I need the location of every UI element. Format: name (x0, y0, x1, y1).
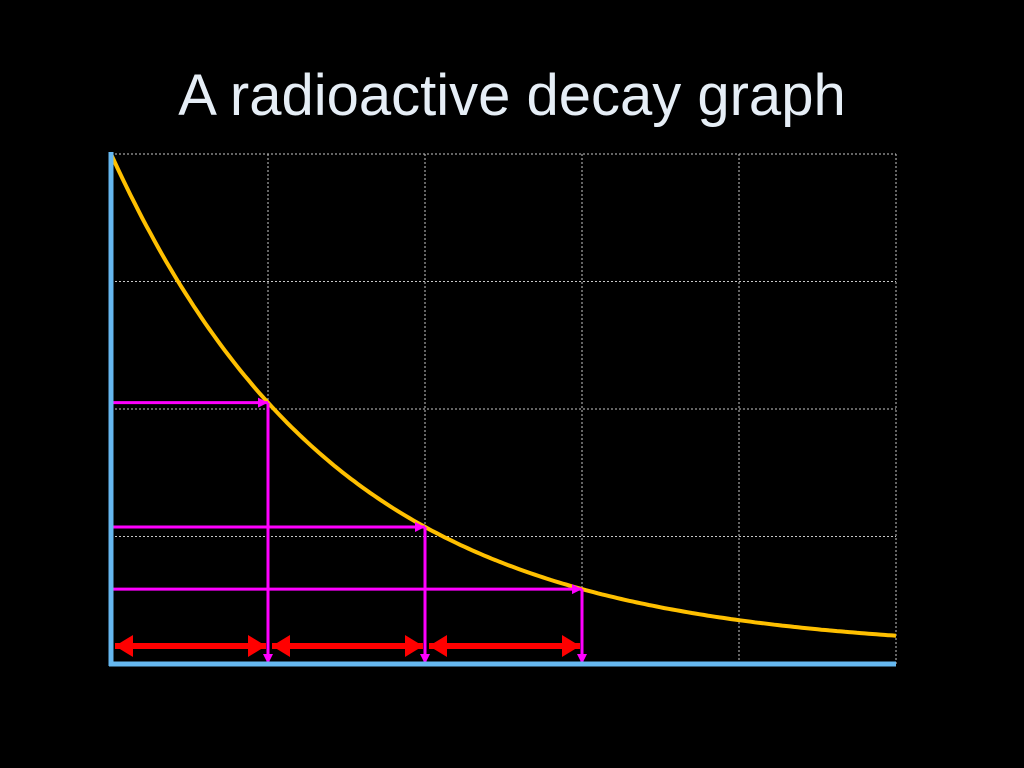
axes (108, 152, 896, 667)
chart-title: A radioactive decay graph (178, 63, 846, 128)
half-life-markers (111, 397, 587, 664)
grid-lines (111, 153, 897, 664)
decay-curve (109, 153, 897, 638)
decay-curve-group (109, 153, 897, 638)
